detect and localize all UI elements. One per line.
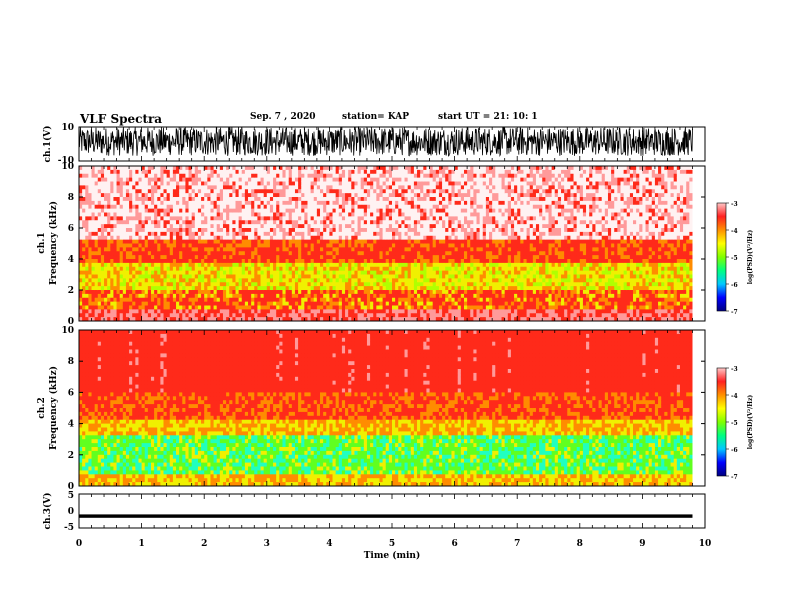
x-tick-label-9: 9 xyxy=(639,539,645,549)
cb1-tick-4: -7 xyxy=(731,309,738,316)
chart-title: VLF Spectra xyxy=(80,112,163,126)
x-axis-label: Time (min) xyxy=(364,550,421,561)
x-tick-label-0: 0 xyxy=(76,539,82,549)
ch1-ytick-top: 10 xyxy=(61,123,74,133)
ch2-spec-ytick-8: 8 xyxy=(68,357,74,367)
x-axis-tick-labels: 0 1 2 3 4 5 6 7 8 9 10 xyxy=(76,539,711,549)
ch1-ylabel: ch.1(V) xyxy=(42,126,53,163)
ch1-waveform-panel: 10 -10 ch.1(V) xyxy=(42,123,706,166)
cb2-label: log(PSD)(V²/Hz) xyxy=(747,395,754,450)
ch2-ylabel-channel: ch.2 xyxy=(37,397,47,418)
cb1-tick-0: -3 xyxy=(731,201,738,208)
ch1-colorbar: -3 -4 -5 -6 -7 log(PSD)(V²/Hz) xyxy=(716,201,754,316)
cb2-tick-2: -5 xyxy=(731,420,738,427)
cb2-gradient xyxy=(716,367,727,477)
x-tick-label-4: 4 xyxy=(326,539,332,549)
ch1-spec-ytick-2: 2 xyxy=(68,286,74,296)
x-axis-ticks xyxy=(78,127,706,528)
x-tick-label-2: 2 xyxy=(201,539,207,549)
cb1-gradient xyxy=(716,202,727,312)
ch1-ylabel-frequency: Frequency (kHz) xyxy=(48,201,59,285)
ch1-spec-ytick-4: 4 xyxy=(68,255,74,265)
ch3-ytick-neg5: -5 xyxy=(64,523,74,533)
ch1-spectrogram-panel: 0 2 4 6 8 10 ch.1 Frequency (kHz) xyxy=(37,162,706,327)
x-tick-label-7: 7 xyxy=(514,539,520,549)
ch2-spec-ytick-6: 6 xyxy=(68,388,74,398)
ch3-waveform-panel: 5 0 -5 ch.3(V) xyxy=(42,491,706,533)
ch2-spectrogram-image xyxy=(79,330,705,487)
x-tick-label-3: 3 xyxy=(264,539,270,549)
x-tick-label-6: 6 xyxy=(451,539,457,549)
header-station: station= KAP xyxy=(342,112,410,122)
ch2-ylabel-frequency: Frequency (kHz) xyxy=(48,366,59,450)
ch1-spec-ytick-8: 8 xyxy=(68,193,74,203)
cb1-tick-1: -4 xyxy=(731,228,738,235)
header-start-time: start UT = 21: 10: 1 xyxy=(438,112,538,122)
x-tick-label-8: 8 xyxy=(577,539,583,549)
ch1-spec-ytick-0: 0 xyxy=(68,317,74,327)
ch1-ylabel-channel: ch.1 xyxy=(37,232,47,253)
ch3-waveform-trace xyxy=(79,514,693,518)
ch2-spec-ytick-10: 10 xyxy=(61,326,74,336)
ch1-spec-ytick-6: 6 xyxy=(68,224,74,234)
ch2-spec-ytick-4: 4 xyxy=(68,420,74,430)
cb2-tick-4: -7 xyxy=(731,474,738,481)
cb1-tick-2: -5 xyxy=(731,255,738,262)
ch2-spec-ytick-0: 0 xyxy=(68,482,74,492)
ch3-ylabel: ch.3(V) xyxy=(42,493,53,530)
ch2-spectrogram-panel: 0 2 4 6 8 10 ch.2 Frequency (kHz) xyxy=(37,326,706,492)
ch2-spec-ytick-2: 2 xyxy=(68,451,74,461)
ch1-spec-ytick-10: 10 xyxy=(61,162,74,172)
x-tick-label-10: 10 xyxy=(699,539,712,549)
ch2-colorbar: -3 -4 -5 -6 -7 log(PSD)(V²/Hz) xyxy=(716,366,754,481)
ch3-ytick-5: 5 xyxy=(68,491,74,501)
cb2-tick-0: -3 xyxy=(731,366,738,373)
ch1-ytick-bottom: -10 xyxy=(58,156,74,166)
ch3-ytick-0: 0 xyxy=(68,507,74,517)
cb1-label: log(PSD)(V²/Hz) xyxy=(747,230,754,285)
header-date: Sep. 7 , 2020 xyxy=(250,112,316,122)
ch1-waveform-trace xyxy=(78,125,693,157)
cb2-tick-1: -4 xyxy=(731,393,738,400)
x-tick-label-5: 5 xyxy=(389,539,395,549)
cb2-tick-3: -6 xyxy=(731,447,738,454)
ch1-spectrogram-image xyxy=(79,166,705,322)
cb1-tick-3: -6 xyxy=(731,282,738,289)
x-tick-label-1: 1 xyxy=(138,539,144,549)
